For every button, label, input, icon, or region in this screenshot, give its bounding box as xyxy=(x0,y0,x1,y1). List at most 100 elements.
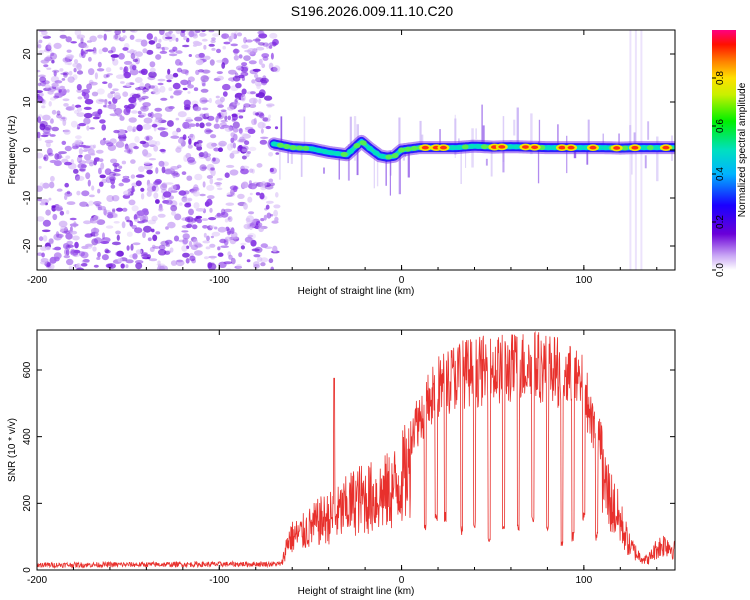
noise-blob xyxy=(263,214,267,221)
noise-blob xyxy=(74,30,82,36)
noise-blob xyxy=(40,260,48,265)
noise-blob xyxy=(255,192,261,196)
noise-blob xyxy=(109,138,117,144)
noise-blob xyxy=(201,107,209,111)
noise-blob xyxy=(260,181,268,188)
signal-streak xyxy=(287,147,289,164)
noise-blob xyxy=(46,262,51,268)
noise-blob xyxy=(78,122,87,127)
noise-blob xyxy=(56,233,64,238)
noise-blob xyxy=(230,257,236,265)
noise-blob xyxy=(161,166,166,174)
noise-blob xyxy=(115,251,122,257)
noise-blob xyxy=(191,224,198,230)
noise-blob xyxy=(245,39,253,43)
noise-blob xyxy=(49,52,58,60)
signal-streak xyxy=(516,107,519,151)
noise-blob xyxy=(167,168,175,174)
noise-blob xyxy=(177,164,182,169)
noise-blob xyxy=(248,97,258,104)
noise-blob xyxy=(151,228,155,233)
noise-blob xyxy=(41,105,46,109)
noise-blob xyxy=(159,265,168,270)
noise-blob xyxy=(147,219,157,225)
noise-blob xyxy=(230,32,235,40)
noise-blob xyxy=(38,137,42,141)
noise-blob xyxy=(168,53,178,57)
noise-blob xyxy=(112,58,119,66)
noise-blob xyxy=(175,59,182,66)
noise-blob xyxy=(238,54,243,59)
noise-blob xyxy=(100,241,110,244)
noise-blob xyxy=(187,144,193,149)
noise-blob xyxy=(61,158,69,163)
noise-blob xyxy=(237,67,243,71)
noise-blob xyxy=(217,104,224,108)
noise-blob xyxy=(178,138,183,144)
noise-blob xyxy=(82,149,88,152)
signal-bead xyxy=(276,142,284,148)
noise-blob xyxy=(98,158,104,162)
noise-blob xyxy=(73,59,79,64)
noise-blob xyxy=(252,38,261,42)
noise-blob xyxy=(50,52,55,56)
signal-streak xyxy=(338,158,340,180)
noise-blob xyxy=(222,83,231,91)
y-tick-label: 200 xyxy=(22,495,33,512)
noise-blob xyxy=(94,72,98,80)
noise-blob xyxy=(203,256,209,260)
noise-blob xyxy=(243,103,251,108)
signal-streak xyxy=(350,116,352,156)
noise-blob xyxy=(65,244,71,251)
signal-streak xyxy=(385,157,387,186)
noise-blob xyxy=(244,236,253,243)
noise-blob xyxy=(232,127,239,133)
noise-blobs xyxy=(37,30,281,270)
signal-streak xyxy=(349,116,352,150)
noise-blob xyxy=(237,145,242,152)
noise-blob xyxy=(52,213,58,221)
noise-blob xyxy=(148,40,156,45)
noise-blob xyxy=(122,91,129,97)
noise-blob xyxy=(195,208,205,212)
noise-blob xyxy=(102,47,109,53)
noise-blob xyxy=(63,72,68,78)
signal-streak xyxy=(656,136,659,182)
noise-blob xyxy=(146,49,154,55)
noise-blob xyxy=(107,82,113,89)
noise-blob xyxy=(117,114,123,117)
noise-blob xyxy=(86,83,92,90)
noise-blob xyxy=(93,237,103,244)
signal-bead xyxy=(602,145,610,151)
noise-blob xyxy=(195,143,202,147)
noise-blob xyxy=(54,80,63,84)
noise-blob xyxy=(146,190,152,197)
noise-blob xyxy=(142,88,149,93)
noise-blob xyxy=(253,117,257,125)
noise-blob xyxy=(175,50,183,54)
noise-blob xyxy=(173,89,183,94)
noise-blob xyxy=(147,237,152,242)
noise-blob xyxy=(49,181,55,189)
noise-blob xyxy=(100,162,105,170)
noise-blob xyxy=(97,188,101,194)
noise-blob xyxy=(86,49,94,52)
signal-streak xyxy=(280,116,283,149)
colorbar-label: Normalized spectral amplitude xyxy=(737,82,748,217)
noise-blob xyxy=(80,263,88,267)
noise-blob xyxy=(198,52,205,58)
noise-blob xyxy=(213,77,221,82)
noise-blob xyxy=(88,200,94,206)
noise-blob xyxy=(265,204,270,210)
signal-streak xyxy=(557,124,559,145)
noise-blob xyxy=(110,177,115,185)
noise-blob xyxy=(126,245,130,251)
noise-blob xyxy=(243,203,248,210)
noise-blob xyxy=(56,110,61,116)
noise-blob xyxy=(188,54,192,57)
signal-streak xyxy=(538,119,541,144)
noise-blob xyxy=(37,95,43,100)
noise-blob xyxy=(149,246,155,252)
noise-blob xyxy=(108,173,115,180)
noise-blob xyxy=(214,214,224,219)
